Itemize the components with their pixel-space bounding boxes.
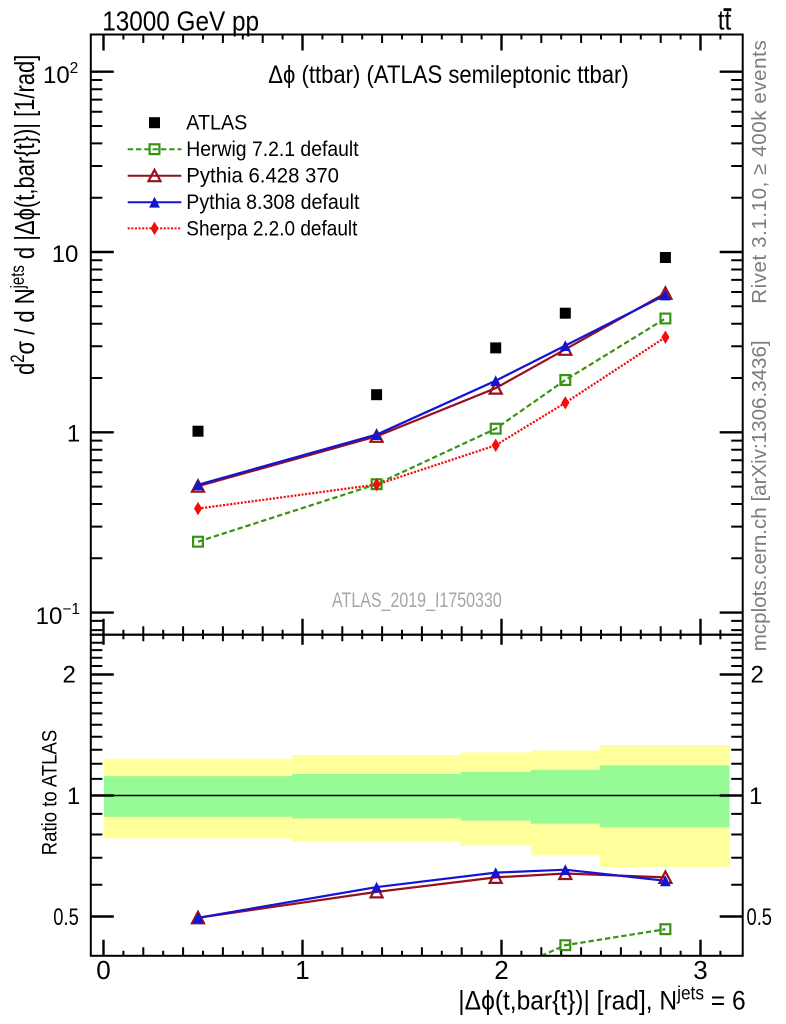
svg-text:1: 1 xyxy=(749,783,762,810)
svg-text:2: 2 xyxy=(751,662,764,689)
svg-text:Pythia 6.428 370: Pythia 6.428 370 xyxy=(186,165,339,188)
svg-text:Herwig 7.2.1 default: Herwig 7.2.1 default xyxy=(186,138,358,161)
svg-text:1: 1 xyxy=(295,955,309,985)
svg-text:0.5: 0.5 xyxy=(53,904,79,931)
svg-text:Ratio to ATLAS: Ratio to ATLAS xyxy=(38,730,61,856)
svg-text:ATLAS_2019_I1750330: ATLAS_2019_I1750330 xyxy=(332,589,502,612)
svg-text:0.5: 0.5 xyxy=(747,904,773,931)
svg-text:2: 2 xyxy=(63,662,76,689)
svg-text:Pythia 8.308 default: Pythia 8.308 default xyxy=(186,191,359,214)
svg-text:1: 1 xyxy=(67,421,80,448)
svg-text:d2σ / d Njets d |Δϕ(t,bar{t})|: d2σ / d Njets d |Δϕ(t,bar{t})| [1/rad] xyxy=(7,55,40,375)
svg-text:Δϕ (ttbar) (ATLAS semileptonic: Δϕ (ttbar) (ATLAS semileptonic ttbar) xyxy=(268,61,629,89)
svg-text:mcplots.cern.ch [arXiv:1306.34: mcplots.cern.ch [arXiv:1306.3436] xyxy=(748,340,771,651)
svg-text:ATLAS: ATLAS xyxy=(186,112,247,135)
svg-text:10: 10 xyxy=(52,241,79,268)
svg-text:tt: tt xyxy=(718,4,732,35)
svg-text:13000 GeV pp: 13000 GeV pp xyxy=(102,6,259,37)
svg-text:Rivet 3.1.10, ≥ 400k events: Rivet 3.1.10, ≥ 400k events xyxy=(748,40,771,304)
svg-text:0: 0 xyxy=(96,955,110,985)
svg-text:10−1: 10−1 xyxy=(36,601,80,630)
svg-text:1: 1 xyxy=(67,783,80,810)
svg-text:3: 3 xyxy=(693,955,707,985)
svg-text:Sherpa 2.2.0 default: Sherpa 2.2.0 default xyxy=(186,217,357,240)
svg-text:2: 2 xyxy=(494,955,508,985)
